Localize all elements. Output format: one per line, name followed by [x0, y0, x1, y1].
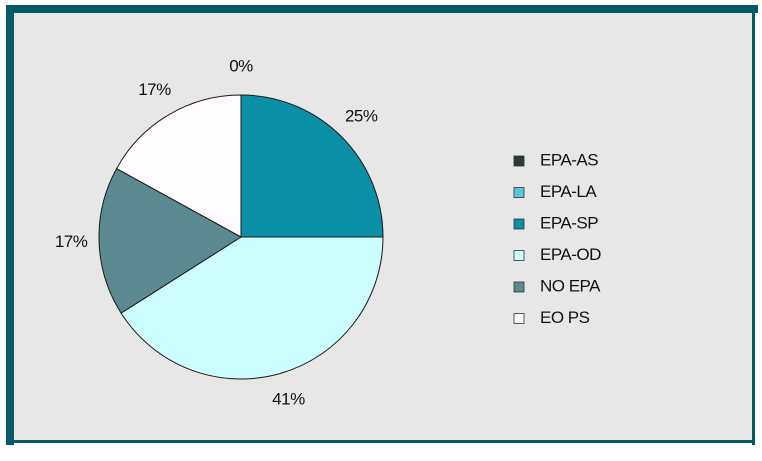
legend-label: EPA-LA	[540, 182, 597, 201]
legend-label: NO EPA	[540, 276, 601, 295]
legend: EPA-AS EPA-LA EPA-SP EPA-OD NO EPA EO PS	[513, 150, 602, 327]
pie: 0% 25% 41% 17% 17%	[55, 56, 384, 409]
frame-right	[752, 5, 755, 445]
frame-top	[6, 5, 758, 13]
frame-bottom	[6, 440, 755, 443]
data-label: 17%	[138, 80, 171, 99]
data-label: 41%	[272, 390, 305, 409]
pie-slice	[120, 236, 384, 380]
legend-swatch	[513, 155, 525, 167]
legend-label: EPA-OD	[540, 245, 601, 264]
legend-label: EPA-SP	[540, 213, 598, 232]
data-label: 25%	[345, 106, 378, 125]
pie-slice	[115, 94, 242, 238]
pie-slice	[240, 94, 384, 238]
data-label: 17%	[55, 232, 88, 251]
legend-swatch	[513, 187, 525, 198]
pie-slice	[98, 167, 242, 314]
legend-label: EO PS	[540, 308, 590, 327]
frame-left	[6, 5, 14, 445]
legend-swatch	[513, 313, 525, 324]
legend-swatch	[513, 281, 525, 293]
legend-swatch	[513, 218, 525, 230]
legend-label: EPA-AS	[540, 150, 598, 169]
legend-swatch	[513, 250, 525, 261]
data-label: 0%	[229, 56, 253, 75]
